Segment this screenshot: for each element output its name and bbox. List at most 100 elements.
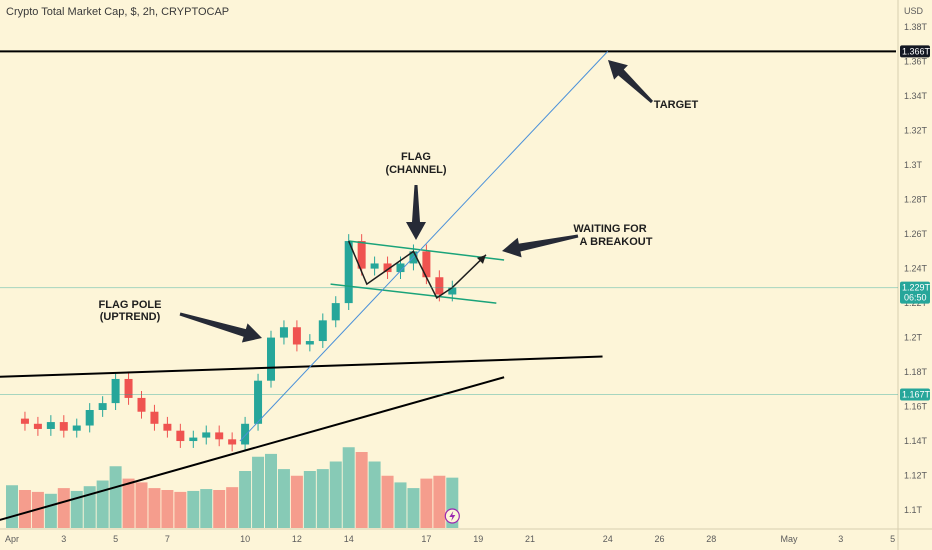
price-tick-label: 1.32T (904, 126, 928, 136)
volume-bar (200, 489, 213, 528)
time-tick-label: 12 (292, 534, 302, 544)
volume-bar (174, 491, 187, 528)
breakout-arrow-icon (502, 234, 579, 258)
price-tag (900, 281, 930, 304)
projection-line[interactable] (239, 51, 609, 442)
candle[interactable] (202, 432, 211, 438)
volume-bar (277, 469, 290, 528)
candle[interactable] (357, 241, 366, 269)
candle[interactable] (176, 430, 185, 442)
flag-pole-arrow-icon (179, 312, 262, 343)
annotation-label: TARGET (654, 99, 699, 111)
volume-bar (316, 469, 329, 528)
price-tick-label: 1.16T (904, 402, 928, 412)
volume-bar (433, 475, 446, 528)
volume-bar (368, 461, 381, 528)
flag-lower-line[interactable] (330, 283, 497, 304)
volume-bar (148, 488, 161, 528)
time-tick-label: 5 (890, 534, 895, 544)
candle[interactable] (422, 251, 431, 278)
price-tick-label: 1.26T (904, 229, 928, 239)
volume-bar (122, 478, 135, 528)
lightning-icon (449, 511, 456, 521)
volume-bar (239, 471, 252, 528)
volume-bar (57, 488, 70, 528)
time-tick-label: 7 (165, 534, 170, 544)
volume-bar (394, 482, 407, 528)
candle[interactable] (59, 422, 68, 431)
candle[interactable] (228, 439, 237, 445)
time-tick-label: 24 (603, 534, 613, 544)
candle[interactable] (318, 320, 327, 342)
volume-bar (252, 456, 265, 528)
currency-label: USD (904, 6, 924, 16)
time-tick-label: May (780, 534, 798, 544)
candle[interactable] (163, 423, 172, 431)
candle[interactable] (383, 263, 392, 273)
flag-zigzag-path (348, 240, 487, 300)
candle[interactable] (305, 341, 314, 345)
candle[interactable] (189, 437, 198, 442)
candle[interactable] (292, 327, 301, 345)
price-tick-label: 1.18T (904, 367, 928, 377)
candle[interactable] (33, 423, 42, 429)
volume-bar (96, 480, 109, 528)
annotation-label: FLAG POLE (99, 299, 162, 311)
volume-bar (187, 490, 200, 528)
chart-title: Crypto Total Market Cap, $, 2h, CRYPTOCA… (6, 6, 230, 18)
price-tag (900, 388, 930, 401)
time-tick-label: Apr (5, 534, 19, 544)
candle[interactable] (150, 411, 159, 424)
time-tick-label: 10 (240, 534, 250, 544)
candle[interactable] (448, 287, 457, 295)
candle[interactable] (20, 418, 29, 424)
volume-bar (135, 482, 148, 528)
candle[interactable] (85, 410, 94, 426)
time-tick-label: 21 (525, 534, 535, 544)
annotation-label: A BREAKOUT (580, 236, 653, 248)
annotation-label: (UPTREND) (100, 311, 161, 323)
volume-bar (342, 447, 355, 528)
candle[interactable] (241, 423, 250, 445)
candle[interactable] (46, 422, 55, 429)
candle[interactable] (254, 380, 263, 424)
price-tag-label: 1.167T (902, 389, 931, 399)
resistance-line[interactable] (0, 355, 603, 378)
candle[interactable] (215, 432, 224, 440)
candle[interactable] (111, 378, 120, 404)
candle[interactable] (98, 403, 107, 410)
support-line[interactable] (0, 376, 505, 524)
price-tick-label: 1.36T (904, 57, 928, 67)
candle[interactable] (72, 425, 81, 431)
volume-bar (213, 490, 226, 528)
candle[interactable] (267, 337, 275, 381)
volume-bar (381, 475, 394, 528)
volume-bar (355, 452, 368, 528)
candle[interactable] (370, 263, 379, 269)
price-tag (900, 45, 930, 58)
time-tick-label: 17 (421, 534, 431, 544)
flag-upper-line[interactable] (348, 240, 505, 261)
annotation-label: WAITING FOR (573, 223, 646, 235)
candle[interactable] (435, 277, 444, 295)
volume-bar (303, 471, 316, 528)
candle[interactable] (331, 303, 340, 321)
candle[interactable] (124, 378, 133, 398)
price-tick-label: 1.1T (904, 505, 923, 515)
time-tick-label: 26 (654, 534, 664, 544)
candle[interactable] (279, 327, 288, 338)
volume-bar (329, 461, 342, 528)
candle[interactable] (396, 263, 405, 273)
breakout-arrowhead-icon (476, 254, 486, 264)
price-tag-countdown: 06:50 (904, 293, 927, 303)
annotation-label: FLAG (401, 151, 431, 163)
price-tick-label: 1.3T (904, 160, 923, 170)
volume-bar (44, 493, 57, 528)
candle[interactable] (344, 241, 353, 304)
price-tag-label: 1.366T (902, 46, 931, 56)
candle[interactable] (137, 397, 146, 412)
volume-bar (265, 453, 277, 528)
price-tick-label: 1.14T (904, 436, 928, 446)
